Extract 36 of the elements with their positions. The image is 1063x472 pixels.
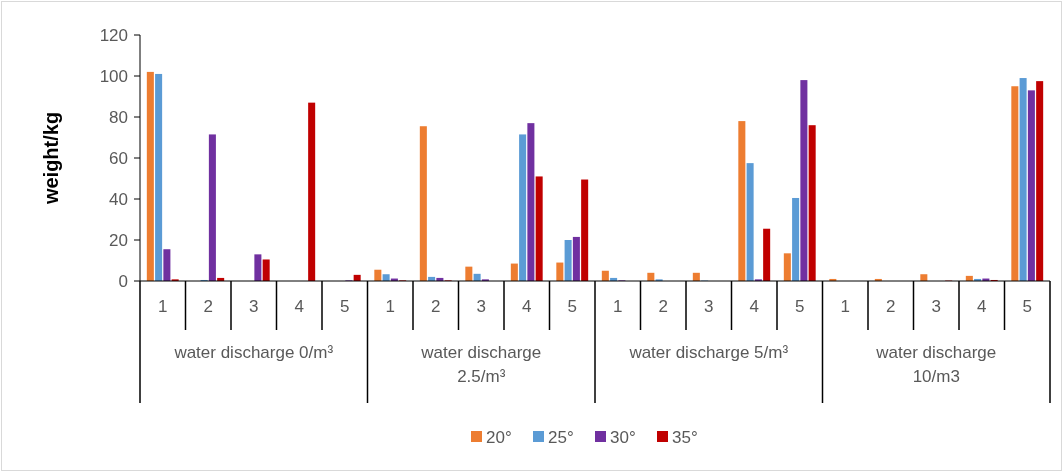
legend-label: 30° <box>610 427 636 447</box>
text: water discharge 2.5/m³ <box>420 343 542 386</box>
legend-label: 35° <box>672 427 698 447</box>
text: water discharge 5/m³ <box>628 343 789 362</box>
y-tick-label: 120 <box>99 25 128 45</box>
x-tick-label: 5 <box>795 297 805 316</box>
legend-label: 25° <box>548 427 574 447</box>
x-tick-label: 5 <box>1022 297 1032 316</box>
x-tick-label: 5 <box>340 297 350 316</box>
y-tick-label: 20 <box>109 230 128 250</box>
x-tick-label: 1 <box>613 297 623 316</box>
x-tick-label: 1 <box>158 297 168 316</box>
x-tick-label: 2 <box>658 297 668 316</box>
text: water discharge 10/m3 <box>875 343 997 386</box>
x-tick-label: 3 <box>931 297 941 316</box>
x-tick-label: 1 <box>840 297 850 316</box>
x-tick-label: 4 <box>977 297 987 316</box>
y-axis-title: weight/kg <box>40 111 62 206</box>
x-tick-label: 4 <box>294 297 304 316</box>
x-tick-label: 3 <box>704 297 714 316</box>
text: water discharge 0/m³ <box>173 343 334 362</box>
x-tick-label: 2 <box>886 297 896 316</box>
y-tick-label: 80 <box>109 107 128 127</box>
y-tick-label: 60 <box>109 148 128 168</box>
x-tick-label: 1 <box>385 297 395 316</box>
x-tick-label: 4 <box>749 297 759 316</box>
x-tick-label: 5 <box>567 297 577 316</box>
legend-label: 20° <box>486 427 512 447</box>
x-tick-label: 3 <box>249 297 259 316</box>
y-tick-label: 0 <box>118 271 128 291</box>
x-tick-label: 2 <box>431 297 441 316</box>
x-tick-label: 4 <box>522 297 532 316</box>
x-tick-label: 2 <box>203 297 213 316</box>
y-tick-label: 40 <box>109 189 128 209</box>
y-tick-label: 100 <box>99 66 128 86</box>
x-tick-label: 3 <box>476 297 486 316</box>
